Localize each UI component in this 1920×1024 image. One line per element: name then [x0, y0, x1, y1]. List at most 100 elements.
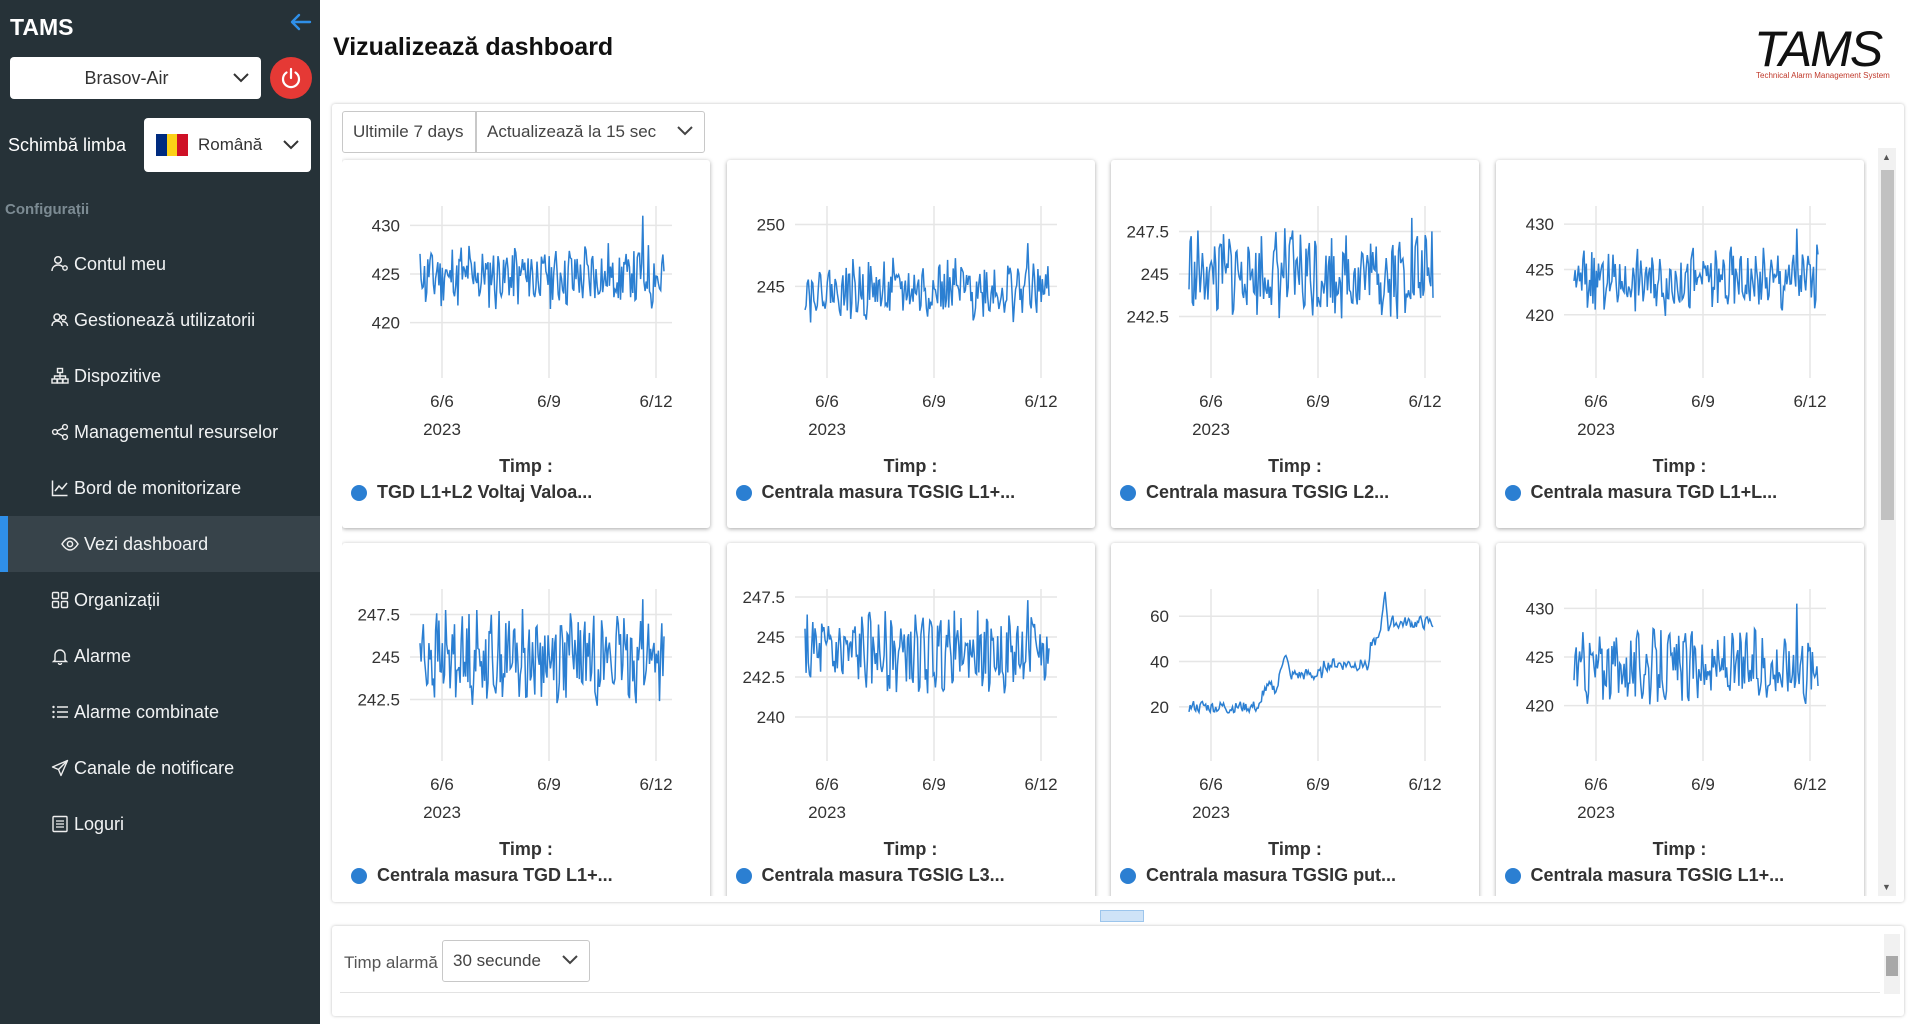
- y-tick-label: 40: [1150, 653, 1169, 672]
- log-icon: [50, 814, 70, 834]
- scrollbar-thumb[interactable]: [1881, 170, 1894, 520]
- x-year-label: 2023: [1577, 420, 1615, 439]
- chart-legend[interactable]: Centrala masura TGSIG L1+...: [1504, 865, 1785, 886]
- sidebar-item-alarms[interactable]: Alarme: [0, 628, 320, 684]
- x-year-label: 2023: [808, 803, 846, 822]
- chart-card[interactable]: 420 425 430 6/6 6/9 6/12 2023 Timp : TGD L1+L2 V…: [342, 160, 710, 528]
- alarm-time-select[interactable]: 30 secunde: [442, 940, 590, 982]
- logout-power-button[interactable]: [270, 57, 312, 99]
- refresh-interval-select[interactable]: Actualizează la 15 sec: [476, 111, 705, 153]
- chart-legend[interactable]: Centrala masura TGSIG L2...: [1120, 482, 1389, 503]
- sidebar-item-account[interactable]: Contul meu: [0, 236, 320, 292]
- collapse-sidebar-arrow-icon[interactable]: [288, 10, 316, 36]
- grid-icon: [50, 590, 70, 610]
- power-icon: [281, 67, 301, 89]
- organization-select[interactable]: Brasov-Air: [10, 57, 261, 99]
- dashboard-scrollbar[interactable]: ▲ ▼: [1878, 148, 1896, 896]
- line-chart: 242.5 245 247.5 6/6 6/9 6/12 2023: [1126, 206, 1442, 439]
- sidebar-nav: Contul meu Gestionează utilizatorii Disp…: [0, 236, 320, 852]
- chart-card[interactable]: 242.5 245 247.5 6/6 6/9 6/12 2023 Timp : Central…: [1111, 160, 1479, 528]
- sidebar-item-monitoring-board[interactable]: Bord de monitorizare: [0, 460, 320, 516]
- legend-dot-icon: [735, 867, 752, 884]
- legend-label: Centrala masura TGSIG L1+...: [761, 482, 1016, 502]
- chart-card[interactable]: 242.5 245 247.5 6/6 6/9 6/12 2023 Timp : Central…: [342, 543, 710, 896]
- y-tick-label: 242.5: [742, 668, 785, 687]
- x-year-label: 2023: [423, 803, 461, 822]
- x-year-label: 2023: [1192, 803, 1230, 822]
- x-axis-title: Timp :: [1268, 456, 1322, 476]
- x-tick-label: 6/12: [1024, 392, 1057, 411]
- user-gear-icon: [50, 254, 70, 274]
- line-chart: 420 425 430 6/6 6/9 6/12 2023: [1525, 206, 1826, 439]
- alarm-panel-horizontal-scroll[interactable]: [340, 992, 1880, 1006]
- sidebar-item-notification-channels[interactable]: Canale de notificare: [0, 740, 320, 796]
- y-tick-label: 240: [756, 708, 784, 727]
- line-chart: 420 425 430 6/6 6/9 6/12 2023: [1525, 589, 1826, 822]
- tams-logo: TAMS Technical Alarm Management System: [1752, 21, 1902, 82]
- chart-legend[interactable]: Centrala masura TGSIG L3...: [735, 865, 1005, 886]
- x-year-label: 2023: [808, 420, 846, 439]
- legend-dot-icon: [1504, 867, 1521, 884]
- sidebar-item-label: Alarme: [74, 645, 132, 666]
- line-chart: 420 425 430 6/6 6/9 6/12 2023: [372, 206, 673, 439]
- sidebar-item-users[interactable]: Gestionează utilizatorii: [0, 292, 320, 348]
- chart-line-icon: [50, 478, 70, 498]
- y-tick-label: 242.5: [1126, 308, 1169, 327]
- y-tick-label: 420: [1525, 306, 1553, 325]
- legend-dot-icon: [351, 484, 367, 501]
- y-tick-label: 425: [1525, 260, 1553, 279]
- legend-dot-icon: [351, 867, 367, 884]
- chart-card[interactable]: 420 425 430 6/6 6/9 6/12 2023 Timp : Centrala ma…: [1495, 160, 1864, 528]
- panel-resize-handle[interactable]: [1100, 910, 1144, 922]
- series-line: [803, 600, 1050, 694]
- romania-flag-icon: [156, 134, 189, 156]
- chart-legend[interactable]: Centrala masura TGSIG L1+...: [735, 482, 1016, 503]
- y-tick-label: 20: [1150, 698, 1169, 717]
- sitemap-icon: [50, 366, 70, 386]
- time-range-button[interactable]: Ultimile 7 days: [342, 111, 476, 153]
- scrollbar-thumb[interactable]: [1886, 956, 1898, 976]
- scroll-up-arrow-icon[interactable]: ▲: [1882, 152, 1891, 162]
- x-tick-label: 6/9: [1691, 775, 1715, 794]
- chart-legend[interactable]: Centrala masura TGSIG put...: [1120, 865, 1396, 886]
- organization-select-value: Brasov-Air: [84, 67, 169, 88]
- x-tick-label: 6/9: [1306, 392, 1330, 411]
- chart-legend[interactable]: Centrala masura TGD L1+L...: [1504, 482, 1777, 503]
- sidebar: TAMS Brasov-Air Schimbă limba Română Con…: [0, 0, 320, 1024]
- x-tick-label: 6/6: [815, 775, 839, 794]
- chart-card[interactable]: 20 40 60 6/6 6/9 6/12 2023 Timp : Centrala masur…: [1111, 543, 1479, 896]
- y-tick-label: 242.5: [357, 691, 400, 710]
- legend-dot-icon: [1504, 484, 1521, 501]
- x-tick-label: 6/9: [1306, 775, 1330, 794]
- legend-label: Centrala masura TGSIG L1+...: [1530, 865, 1785, 885]
- scroll-down-arrow-icon[interactable]: ▼: [1882, 882, 1891, 892]
- x-axis-title: Timp :: [499, 456, 553, 476]
- x-tick-label: 6/6: [430, 392, 454, 411]
- sidebar-item-label: Canale de notificare: [74, 757, 235, 778]
- sidebar-item-label: Contul meu: [74, 253, 167, 274]
- sidebar-item-label: Alarme combinate: [74, 701, 220, 722]
- sidebar-item-devices[interactable]: Dispozitive: [0, 348, 320, 404]
- language-select[interactable]: Română: [144, 118, 311, 172]
- sidebar-item-combined-alarms[interactable]: Alarme combinate: [0, 684, 320, 740]
- x-tick-label: 6/6: [1199, 775, 1223, 794]
- sidebar-item-view-dashboard[interactable]: Vezi dashboard: [0, 516, 320, 572]
- share-nodes-icon: [50, 422, 70, 442]
- logo-subtitle: Technical Alarm Management System: [1756, 71, 1890, 80]
- legend-label: TGD L1+L2 Voltaj Valoa...: [377, 482, 593, 502]
- alarm-panel-scrollbar[interactable]: [1884, 934, 1900, 994]
- chart-card[interactable]: 240 242.5 245 247.5 6/6 6/9 6/12 2023 Timp : Cent…: [726, 543, 1095, 896]
- x-tick-label: 6/12: [639, 775, 672, 794]
- sidebar-item-label: Dispozitive: [74, 365, 162, 386]
- sidebar-item-organizations[interactable]: Organizații: [0, 572, 320, 628]
- sidebar-item-resources[interactable]: Managementul resurselor: [0, 404, 320, 460]
- chart-card[interactable]: 420 425 430 6/6 6/9 6/12 2023 Timp : Centrala ma…: [1495, 543, 1864, 896]
- sidebar-item-logs[interactable]: Loguri: [0, 796, 320, 852]
- y-tick-label: 430: [1525, 599, 1553, 618]
- flag-stripe-red: [177, 134, 189, 156]
- chart-legend[interactable]: Centrala masura TGD L1+...: [351, 865, 613, 886]
- line-chart: 242.5 245 247.5 6/6 6/9 6/12 2023: [357, 589, 673, 822]
- x-year-label: 2023: [1577, 803, 1615, 822]
- chart-legend[interactable]: TGD L1+L2 Voltaj Valoa...: [351, 482, 592, 503]
- chart-card[interactable]: 245 250 6/6 6/9 6/12 2023 Timp : Centrala masur…: [726, 160, 1095, 528]
